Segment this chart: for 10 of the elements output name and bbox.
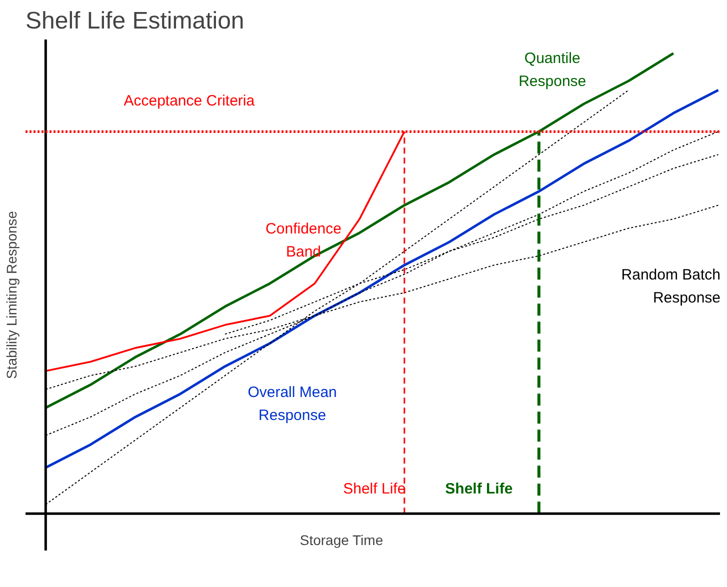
- series-label: Overall Mean Response: [248, 384, 337, 424]
- text: Shelf Life: [343, 480, 406, 498]
- series-label: Quantile Response: [518, 50, 586, 90]
- y-axis-title: Stability Limiting Response: [4, 210, 20, 380]
- x-axis-title: Storage Time: [300, 532, 384, 548]
- chart-title: Shelf Life Estimation: [26, 8, 244, 34]
- text: Shelf Life: [445, 480, 513, 498]
- series-label: Confidence Band: [266, 220, 342, 260]
- ref-line-label: Acceptance Criteria: [124, 92, 256, 110]
- text: Random Batch Response: [621, 266, 721, 306]
